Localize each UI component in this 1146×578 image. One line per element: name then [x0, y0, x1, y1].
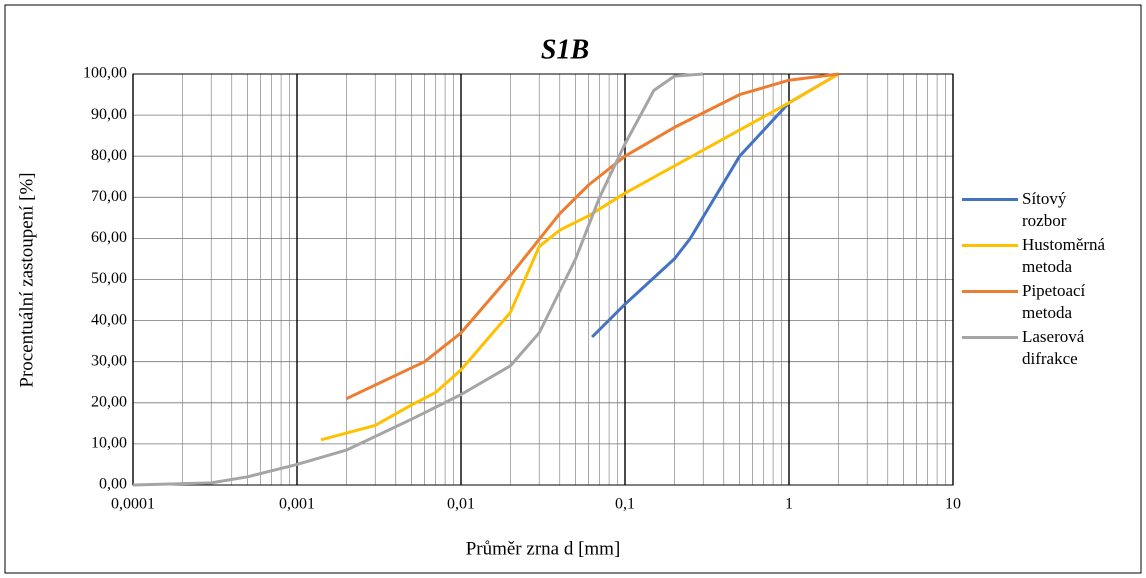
y-tick-label: 90,00: [91, 106, 127, 123]
data-line: [132, 72, 704, 487]
data-line: [320, 72, 840, 442]
legend-label: Sítový rozbor: [1022, 189, 1067, 230]
legend-label: Pipetoací metoda: [1022, 281, 1086, 322]
legend-swatch: [962, 198, 1018, 201]
y-tick-label: 0,00: [99, 476, 127, 493]
y-tick-label: 10,00: [91, 435, 127, 452]
y-tick-label: 30,00: [91, 352, 127, 369]
x-axis-label: Průměr zrna d [mm]: [466, 538, 621, 559]
chart-title: S1B: [541, 34, 589, 65]
chart-border: [4, 4, 1142, 574]
y-tick-label: 60,00: [91, 229, 127, 246]
legend-swatch: [962, 244, 1018, 247]
x-tick-label: 0,01: [447, 496, 475, 513]
legend-swatch: [962, 336, 1018, 339]
y-tick-label: 50,00: [91, 270, 127, 287]
x-tick-label: 0,001: [279, 496, 315, 513]
legend-entry: Sítový rozbor: [962, 188, 1142, 232]
legend-entry: Laserová difrakce: [962, 326, 1142, 370]
plot-frame: [132, 73, 954, 486]
legend: Sítový rozbor Hustoměrná metoda Pipetoací …: [962, 188, 1142, 372]
x-tick-label: 1: [785, 496, 793, 513]
legend-entry: Hustoměrná metoda: [962, 234, 1142, 278]
legend-swatch: [962, 290, 1018, 293]
y-tick-label: 40,00: [91, 311, 127, 328]
x-tick-label: 0,1: [615, 496, 635, 513]
data-line: [345, 72, 839, 401]
legend-entry: Pipetoací metoda: [962, 280, 1142, 324]
y-tick-label: 20,00: [91, 393, 127, 410]
x-tick-label: 10: [945, 496, 961, 513]
y-tick-label: 70,00: [91, 188, 127, 205]
legend-label: Laserová difrakce: [1022, 327, 1085, 368]
y-tick-label: 80,00: [91, 147, 127, 164]
x-tick-label: 0,0001: [111, 496, 155, 513]
y-tick-label: 100,00: [83, 65, 127, 82]
legend-label: Hustoměrná metoda: [1022, 235, 1106, 276]
y-axis-label: Procentuální zastoupení [%]: [16, 172, 37, 387]
